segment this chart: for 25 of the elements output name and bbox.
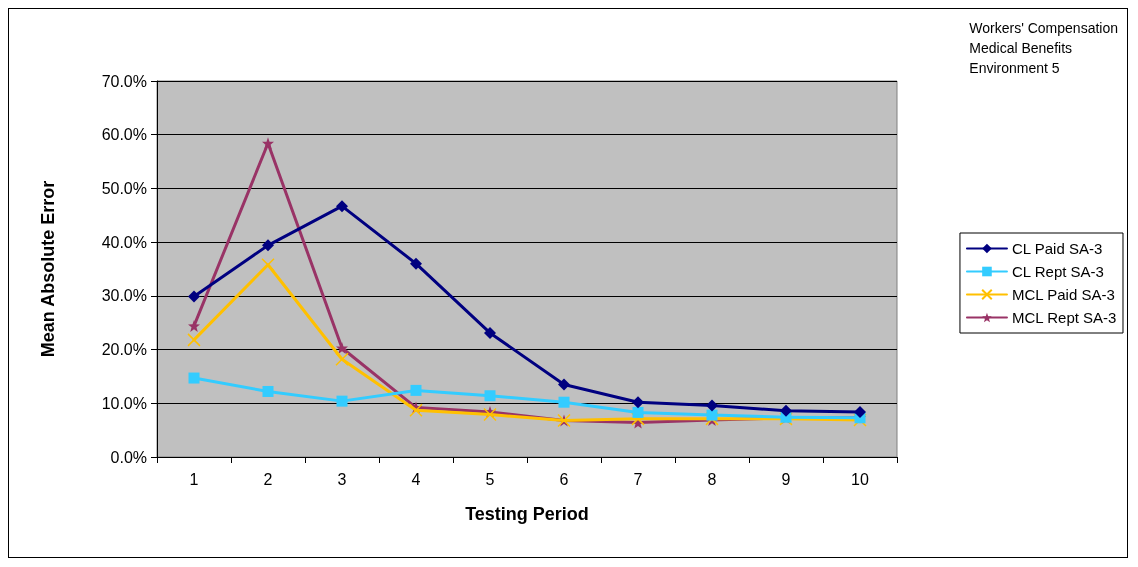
x-tick-label: 8 xyxy=(707,470,717,488)
x-tick-label: 1 xyxy=(189,470,199,488)
x-tick-label: 2 xyxy=(263,470,273,488)
y-tick-label: 0.0% xyxy=(110,448,147,466)
x-axis-title: Testing Period xyxy=(465,504,589,524)
y-tick-label: 30.0% xyxy=(101,287,147,305)
legend-label: CL Rept SA-3 xyxy=(1011,263,1104,280)
y-tick-label: 70.0% xyxy=(101,72,147,90)
x-tick-label: 4 xyxy=(411,470,421,488)
y-tick-label: 60.0% xyxy=(101,126,147,144)
x-tick-label: 3 xyxy=(337,470,347,488)
legend-label: CL Paid SA-3 xyxy=(1011,240,1103,257)
legend-label: MCL Paid SA-3 xyxy=(1011,286,1115,303)
y-tick-label: 10.0% xyxy=(101,394,147,412)
y-tick-label: 50.0% xyxy=(101,179,147,197)
y-tick-label: 20.0% xyxy=(101,341,147,359)
legend-label: MCL Rept SA-3 xyxy=(1011,309,1117,326)
x-tick-label: 5 xyxy=(485,470,495,488)
x-tick-label: 7 xyxy=(633,470,643,488)
y-tick-label: 40.0% xyxy=(101,233,147,251)
text: Workers' Compensation Medical Benefits Environment 5 xyxy=(969,20,1119,76)
x-tick-label: 10 xyxy=(851,470,869,488)
x-tick-label: 6 xyxy=(559,470,569,488)
y-axis-title: Mean Absolute Error xyxy=(38,180,58,358)
x-tick-label: 9 xyxy=(781,470,791,488)
